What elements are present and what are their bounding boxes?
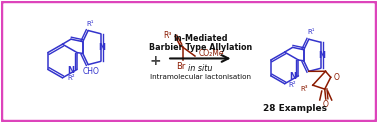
Text: CO₂Me: CO₂Me [199, 49, 225, 58]
Text: R²: R² [67, 75, 74, 81]
Text: O: O [323, 100, 329, 109]
Text: Br: Br [177, 62, 186, 71]
Text: N: N [318, 51, 325, 60]
Text: N: N [289, 72, 296, 81]
Text: R³: R³ [300, 86, 308, 92]
Text: In-Mediated: In-Mediated [173, 34, 228, 43]
Text: R¹: R¹ [86, 21, 94, 27]
Text: CHO: CHO [83, 67, 99, 76]
Text: 28 Examples: 28 Examples [263, 104, 327, 113]
Text: R²: R² [289, 82, 296, 88]
Text: N: N [98, 43, 105, 52]
Text: +: + [149, 54, 161, 68]
Text: O: O [334, 73, 339, 82]
Text: R³: R³ [164, 31, 172, 40]
Text: Barbier Type Allylation: Barbier Type Allylation [149, 43, 252, 52]
Text: in situ: in situ [188, 64, 212, 73]
Text: R¹: R¹ [307, 29, 314, 35]
Text: Intramolecular lactonisation: Intramolecular lactonisation [150, 74, 251, 80]
Text: N: N [67, 66, 74, 75]
FancyBboxPatch shape [2, 2, 376, 121]
